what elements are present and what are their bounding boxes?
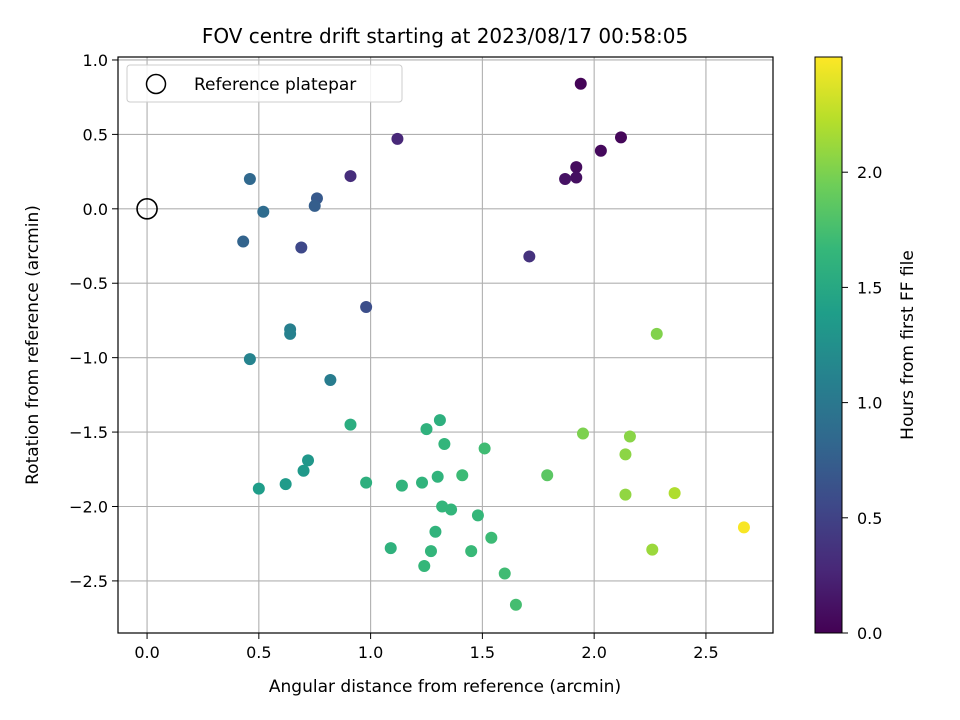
data-point <box>570 161 583 174</box>
data-point <box>668 487 681 500</box>
y-axis-ticks: 1.0 0.5 0.0 −0.5 −1.0 −1.5 −2.0 −2.5 <box>69 51 118 591</box>
x-tick-label: 2.0 <box>581 643 606 662</box>
x-axis-ticks: 0.0 0.5 1.0 1.5 2.0 2.5 <box>134 633 719 662</box>
scatter-points <box>237 77 750 611</box>
data-point <box>384 542 397 555</box>
data-point <box>297 464 310 477</box>
y-tick-label: −0.5 <box>69 274 108 293</box>
data-point <box>619 448 632 461</box>
data-point <box>471 509 484 522</box>
data-point <box>614 131 627 144</box>
data-point <box>252 482 265 495</box>
plot-area <box>117 56 774 634</box>
data-point <box>576 427 589 440</box>
colorbar-label: Hours from first FF file <box>898 250 918 440</box>
data-point <box>485 531 498 544</box>
data-point <box>418 560 431 573</box>
x-tick-label: 1.0 <box>358 643 383 662</box>
colorbar: 0.0 0.5 1.0 1.5 2.0 Hours from first FF file <box>814 56 918 643</box>
colorbar-ticks: 0.0 0.5 1.0 1.5 2.0 <box>842 163 882 643</box>
data-point <box>360 476 373 489</box>
data-point <box>302 454 315 467</box>
legend-entry-reference: Reference platepar <box>194 75 356 95</box>
data-point <box>456 469 469 482</box>
y-tick-label: −2.5 <box>69 572 108 591</box>
colorbar-bar <box>814 56 843 634</box>
x-tick-label: 2.5 <box>693 643 718 662</box>
data-point <box>623 430 636 443</box>
colorbar-tick-label: 1.0 <box>857 394 882 413</box>
data-point <box>424 545 437 558</box>
data-point <box>324 373 337 386</box>
data-point <box>279 478 292 491</box>
data-point <box>523 250 536 263</box>
y-tick-label: 1.0 <box>83 51 108 70</box>
data-point <box>509 598 522 611</box>
data-point <box>465 545 478 558</box>
data-point <box>237 235 250 248</box>
legend: Reference platepar <box>126 64 403 103</box>
data-point <box>344 418 357 431</box>
data-point <box>243 173 256 186</box>
data-point <box>445 503 458 516</box>
colorbar-tick-label: 0.0 <box>857 624 882 643</box>
data-point <box>619 488 632 501</box>
y-tick-label: −2.0 <box>69 497 108 516</box>
data-point <box>559 173 572 186</box>
data-point <box>646 543 659 556</box>
chart-title: FOV centre drift starting at 2023/08/17 … <box>202 24 688 48</box>
x-tick-label: 0.5 <box>246 643 271 662</box>
y-tick-label: −1.0 <box>69 349 108 368</box>
data-point <box>295 241 308 254</box>
colorbar-tick-label: 0.5 <box>857 509 882 528</box>
data-point <box>420 423 433 436</box>
data-point <box>574 77 587 90</box>
data-point <box>541 469 554 482</box>
data-point <box>257 205 270 218</box>
data-point <box>344 170 357 183</box>
legend-box <box>126 64 403 103</box>
data-point <box>416 476 429 489</box>
data-point <box>395 479 408 492</box>
data-point <box>478 442 491 455</box>
legend-reference-icon <box>145 73 167 95</box>
y-tick-label: −1.5 <box>69 423 108 442</box>
x-axis-label: Angular distance from reference (arcmin) <box>269 677 621 697</box>
data-point <box>650 327 663 340</box>
data-point <box>570 171 583 184</box>
data-point <box>243 353 256 366</box>
data-point <box>308 199 321 212</box>
data-point <box>391 132 404 145</box>
y-tick-label: 0.5 <box>83 125 108 144</box>
data-point <box>431 470 444 483</box>
data-point <box>594 144 607 157</box>
colorbar-tick-label: 1.5 <box>857 278 882 297</box>
data-point <box>429 525 442 538</box>
data-point <box>284 327 297 340</box>
y-tick-label: 0.0 <box>83 200 108 219</box>
axes-frame <box>117 56 774 634</box>
reference-platepar-marker <box>136 198 158 220</box>
grid-lines <box>118 57 773 633</box>
y-axis-label: Rotation from reference (arcmin) <box>23 205 43 485</box>
data-point <box>433 414 446 427</box>
x-tick-label: 0.0 <box>134 643 159 662</box>
data-point <box>360 301 373 314</box>
data-point <box>438 437 451 450</box>
x-tick-label: 1.5 <box>470 643 495 662</box>
data-point <box>737 521 750 534</box>
data-point <box>498 567 511 580</box>
colorbar-tick-label: 2.0 <box>857 163 882 182</box>
